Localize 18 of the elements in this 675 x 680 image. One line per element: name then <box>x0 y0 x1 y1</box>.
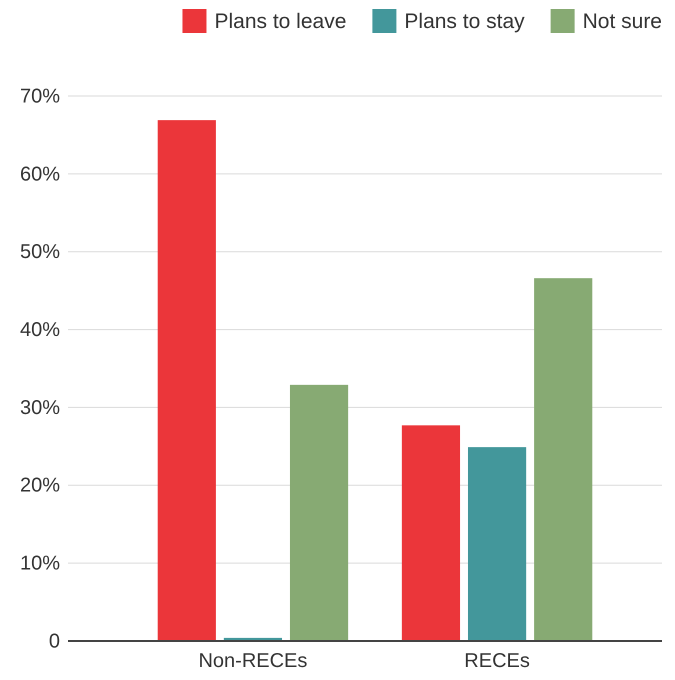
bar <box>468 447 526 641</box>
y-tick-label: 30% <box>20 396 60 419</box>
bar <box>158 120 216 641</box>
y-tick-label: 70% <box>20 85 60 108</box>
y-tick-label: 0 <box>48 630 60 652</box>
x-tick-label: Non-RECEs <box>198 650 308 672</box>
legend-label: Plans to stay <box>404 10 526 33</box>
bar <box>402 425 460 641</box>
legend-label: Plans to leave <box>214 10 346 33</box>
y-tick-label: 40% <box>20 318 60 341</box>
legend-label: Not sure <box>582 10 662 33</box>
y-tick-label: 10% <box>20 552 60 575</box>
bar <box>534 278 592 641</box>
x-tick-label: RECEs <box>464 650 530 672</box>
y-tick-label: 60% <box>20 163 60 186</box>
y-tick-label: 20% <box>20 474 60 497</box>
y-tick-label: 50% <box>20 241 60 264</box>
bar <box>290 384 348 641</box>
